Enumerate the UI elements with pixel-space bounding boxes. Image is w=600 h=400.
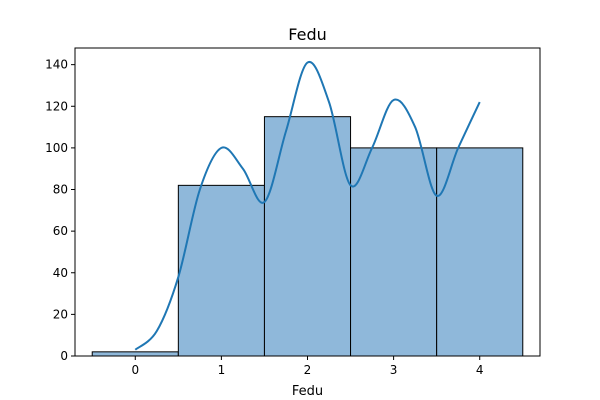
bar-4	[436, 147, 524, 357]
y-tick-label: 40	[53, 266, 68, 280]
y-tick-label: 60	[53, 224, 68, 238]
y-ticks-group: 0 20 40 60 80 100 120 140	[45, 58, 75, 363]
chart-title: Fedu	[288, 25, 326, 44]
x-axis-label: Fedu	[292, 384, 323, 399]
x-tick-label: 2	[304, 363, 312, 377]
bar-0	[91, 351, 179, 357]
bar-3	[350, 147, 438, 357]
y-tick-label: 20	[53, 307, 68, 321]
y-tick-label: 80	[53, 183, 68, 197]
x-tick-label: 0	[131, 363, 139, 377]
kde-group	[134, 61, 481, 351]
x-tick-label: 4	[476, 363, 484, 377]
x-tick-label: 3	[390, 363, 398, 377]
kde-line	[134, 61, 481, 351]
y-tick-label: 120	[45, 99, 68, 113]
y-tick-label: 0	[60, 349, 68, 363]
bar-1	[177, 184, 265, 357]
bars-group	[91, 116, 524, 357]
bar-2	[263, 116, 352, 357]
x-tick-label: 1	[218, 363, 226, 377]
y-tick-label: 140	[45, 58, 68, 72]
y-tick-label: 100	[45, 141, 68, 155]
x-ticks-group: 0 1 2 3 4	[131, 356, 484, 377]
